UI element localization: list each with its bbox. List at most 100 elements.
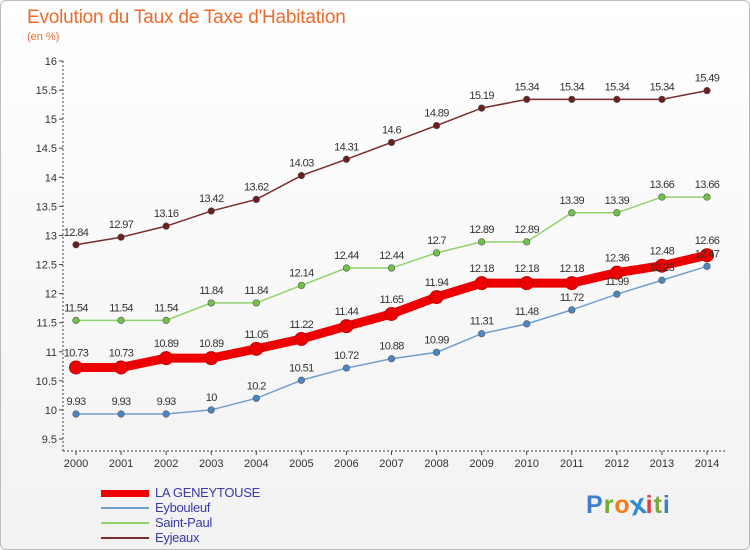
data-point bbox=[523, 238, 531, 246]
series-line bbox=[75, 89, 708, 246]
data-label: 10.88 bbox=[379, 341, 404, 353]
y-tick-label: 11 bbox=[46, 347, 57, 359]
data-point bbox=[432, 121, 441, 130]
data-label: 12.23 bbox=[650, 262, 675, 274]
data-point bbox=[387, 264, 396, 272]
data-point bbox=[72, 410, 80, 418]
data-point bbox=[519, 276, 534, 291]
data-label: 11.84 bbox=[199, 285, 223, 297]
y-tick-label: 9.5 bbox=[42, 434, 57, 446]
logo-letter: P bbox=[586, 491, 604, 519]
data-label: 12.97 bbox=[109, 219, 134, 231]
x-tick-label: 2001 bbox=[109, 458, 133, 470]
data-label: 11.44 bbox=[335, 306, 359, 318]
data-label: 11.72 bbox=[560, 292, 584, 304]
x-tick-label: 2005 bbox=[289, 458, 313, 470]
data-label: 13.42 bbox=[199, 193, 224, 205]
data-label: 11.05 bbox=[244, 329, 268, 341]
data-label: 15.34 bbox=[560, 81, 585, 93]
data-point bbox=[117, 316, 125, 324]
data-label: 11.99 bbox=[605, 276, 629, 288]
data-point bbox=[658, 193, 666, 201]
data-label: 11.54 bbox=[154, 302, 178, 314]
data-point bbox=[69, 360, 83, 375]
data-label: 10.89 bbox=[199, 338, 224, 350]
data-label: 10.72 bbox=[334, 350, 359, 362]
series-saint-paul bbox=[72, 193, 711, 324]
data-point bbox=[523, 95, 531, 103]
y-tick-label: 10.5 bbox=[36, 376, 57, 388]
data-point bbox=[297, 171, 305, 180]
data-point bbox=[474, 276, 489, 291]
data-point bbox=[207, 207, 215, 215]
series-eybouleuf bbox=[72, 262, 711, 418]
series-layer bbox=[69, 87, 714, 418]
data-point bbox=[342, 364, 351, 372]
legend-label: Eyjeaux bbox=[155, 530, 200, 545]
data-label: 15.19 bbox=[469, 90, 494, 102]
data-point bbox=[523, 320, 531, 328]
data-point bbox=[252, 394, 260, 402]
data-point bbox=[297, 376, 305, 384]
data-point bbox=[294, 331, 309, 346]
data-point bbox=[72, 316, 80, 324]
data-label: 10.51 bbox=[289, 362, 314, 374]
data-point bbox=[564, 276, 579, 291]
data-label: 13.62 bbox=[244, 181, 269, 193]
data-label: 9.93 bbox=[112, 396, 131, 408]
data-label: 11.54 bbox=[109, 302, 133, 314]
y-tick-label: 13.5 bbox=[36, 201, 57, 213]
data-label: 12.18 bbox=[560, 263, 585, 275]
data-label: 14.6 bbox=[382, 124, 401, 136]
data-label: 15.49 bbox=[695, 73, 720, 85]
data-point bbox=[387, 355, 396, 363]
data-point bbox=[342, 155, 351, 163]
data-label: 10.99 bbox=[424, 334, 449, 346]
data-label: 10.73 bbox=[109, 347, 134, 359]
data-point bbox=[207, 406, 215, 414]
data-point bbox=[339, 319, 354, 334]
data-point bbox=[204, 351, 219, 366]
data-label: 10.73 bbox=[64, 347, 89, 359]
data-point bbox=[72, 241, 80, 249]
data-point bbox=[568, 95, 576, 103]
x-tick-label: 2003 bbox=[199, 458, 223, 470]
logo-letter: o bbox=[614, 491, 631, 519]
data-point bbox=[387, 138, 396, 147]
data-point bbox=[703, 262, 711, 270]
data-point bbox=[478, 238, 486, 246]
data-label: 14.31 bbox=[334, 141, 359, 153]
data-point bbox=[297, 281, 305, 290]
data-label: 10.2 bbox=[247, 380, 266, 392]
x-tick-label: 2009 bbox=[469, 458, 493, 470]
y-tick-label: 12 bbox=[45, 289, 57, 301]
data-point bbox=[703, 87, 711, 95]
data-point bbox=[162, 222, 170, 230]
y-tick-label: 14.5 bbox=[36, 143, 57, 155]
x-tick-label: 2008 bbox=[424, 458, 448, 470]
data-point bbox=[252, 195, 260, 204]
data-labels-layer: 12.84 12.97 13.16 13.42 13.62 14.03 14.31 14.6 1… bbox=[64, 73, 721, 408]
data-label: 13.39 bbox=[560, 195, 585, 207]
data-label: 13.16 bbox=[154, 208, 179, 220]
data-point bbox=[159, 351, 174, 366]
data-label: 12.48 bbox=[650, 246, 675, 258]
data-point bbox=[162, 316, 170, 324]
legend-label: Saint-Paul bbox=[155, 515, 212, 530]
data-point bbox=[117, 410, 125, 418]
logo-letter: i bbox=[662, 491, 671, 519]
data-label: 9.93 bbox=[157, 396, 176, 408]
data-label: 11.22 bbox=[289, 319, 313, 331]
legend-swatch bbox=[101, 522, 149, 524]
data-label: 12.44 bbox=[334, 250, 359, 262]
data-point bbox=[249, 341, 264, 356]
y-axis-unit: (en %) bbox=[27, 31, 60, 43]
y-tick-label: 12.5 bbox=[36, 260, 57, 272]
x-tick-label: 2010 bbox=[514, 458, 538, 470]
data-label: 9.93 bbox=[66, 396, 85, 408]
data-label: 12.36 bbox=[605, 253, 630, 265]
proxiti-logo: Proxiti bbox=[586, 487, 671, 522]
data-label: 14.03 bbox=[289, 158, 314, 170]
y-tick-label: 15 bbox=[45, 114, 57, 126]
